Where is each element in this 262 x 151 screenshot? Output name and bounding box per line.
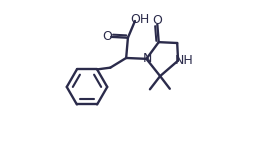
Text: O: O (153, 14, 163, 27)
Text: O: O (103, 30, 113, 43)
Text: N: N (143, 52, 152, 65)
Text: NH: NH (175, 54, 194, 67)
Text: OH: OH (130, 13, 150, 26)
